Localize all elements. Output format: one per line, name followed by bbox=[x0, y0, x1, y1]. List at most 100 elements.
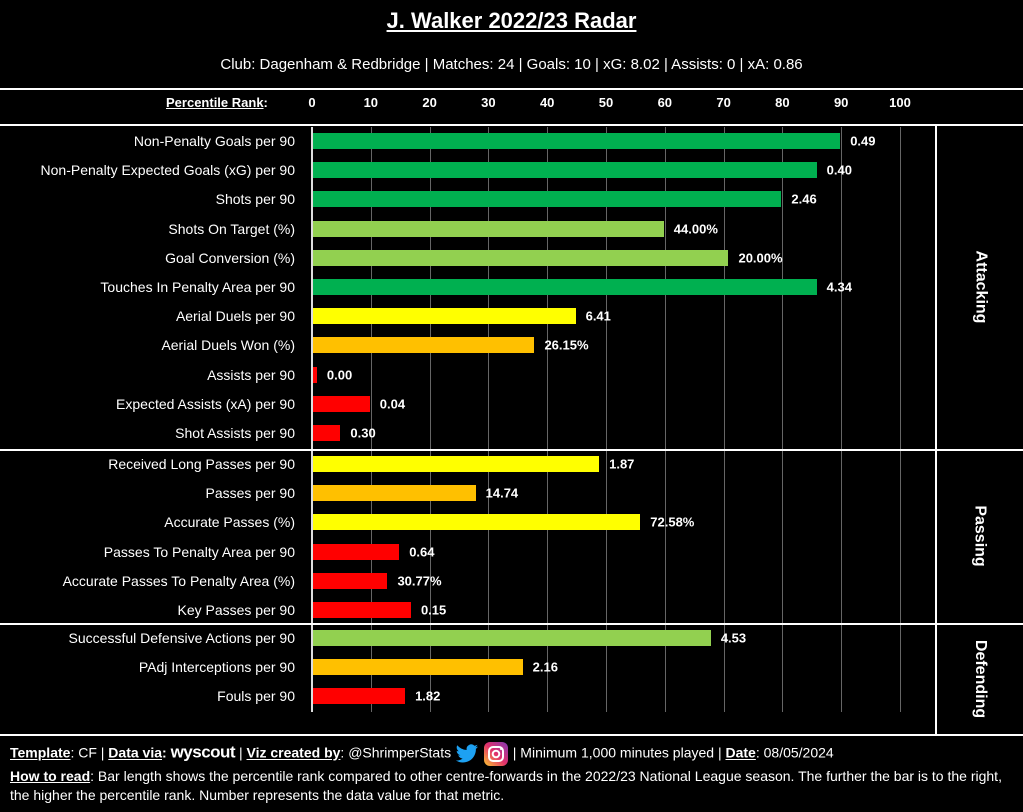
tick-label: 90 bbox=[833, 95, 849, 110]
chart-title: J. Walker 2022/23 Radar bbox=[386, 8, 637, 33]
section-name: Passing bbox=[971, 505, 989, 567]
divider bbox=[0, 124, 1023, 126]
metric-label: Touches In Penalty Area per 90 bbox=[100, 279, 295, 295]
percentile-bar bbox=[313, 337, 535, 354]
metric-label: Shot Assists per 90 bbox=[175, 425, 295, 441]
tick-label: 30 bbox=[481, 95, 496, 110]
tick-label: 10 bbox=[363, 95, 379, 110]
percentile-bar bbox=[313, 456, 600, 472]
gridline bbox=[841, 127, 843, 712]
metric-label: Passes To Penalty Area per 90 bbox=[103, 543, 295, 560]
data-label: 0.40 bbox=[826, 162, 852, 178]
metric-label: Received Long Passes per 90 bbox=[108, 456, 295, 472]
percentile-bar bbox=[313, 395, 370, 412]
metric-label: Passes per 90 bbox=[205, 485, 296, 502]
section-label: Defending bbox=[937, 623, 1023, 734]
metric-label: Expected Assists (xA) per 90 bbox=[116, 395, 295, 412]
date-label: Date bbox=[725, 744, 756, 761]
data-label: 30.77% bbox=[397, 573, 442, 589]
metric-label: Goal Conversion (%) bbox=[165, 249, 295, 266]
metric-label: Non-Penalty Goals per 90 bbox=[133, 133, 295, 149]
data-label: 6.41 bbox=[585, 308, 611, 324]
data-label: 0.30 bbox=[350, 425, 376, 441]
twitter-icon bbox=[455, 744, 478, 763]
percentile-bar bbox=[313, 249, 729, 266]
percentile-bar bbox=[313, 191, 782, 208]
data-label: 14.74 bbox=[485, 485, 519, 501]
metric-label: Shots On Target (%) bbox=[168, 220, 295, 237]
percentile-bar bbox=[313, 602, 411, 618]
gridline bbox=[429, 127, 431, 712]
instagram-icon bbox=[483, 742, 508, 766]
gridline bbox=[606, 127, 607, 712]
template-label: Template bbox=[10, 744, 71, 761]
gridline bbox=[664, 127, 666, 712]
metric-label: Aerial Duels Won (%) bbox=[161, 337, 295, 354]
data-label: Data via bbox=[108, 744, 162, 761]
percentile-bar bbox=[313, 630, 711, 646]
data-label: 0.04 bbox=[379, 396, 406, 412]
percentile-bar bbox=[313, 279, 817, 295]
how-to-read-text: : Bar length shows the percentile rank c… bbox=[10, 768, 1002, 803]
metric-label: Shots per 90 bbox=[215, 191, 295, 208]
metric-label: Fouls per 90 bbox=[217, 688, 295, 705]
percentile-bar bbox=[313, 366, 317, 383]
data-label: 44.00% bbox=[673, 221, 718, 237]
data-label: 4.53 bbox=[720, 630, 747, 646]
percentile-bar bbox=[313, 485, 476, 502]
wyscout-logo: wyscout bbox=[170, 742, 236, 762]
data-label: 1.87 bbox=[609, 456, 635, 472]
tick-label: 70 bbox=[716, 95, 731, 110]
chart-subtitle: Club: Dagenham & Redbridge | Matches: 24… bbox=[220, 56, 803, 73]
template-value: : CF | bbox=[70, 744, 109, 761]
how-to-read-label: How to read bbox=[10, 768, 91, 784]
tick-label: 20 bbox=[422, 95, 437, 110]
tick-label: 60 bbox=[657, 95, 673, 110]
metric-label: PAdj Interceptions per 90 bbox=[138, 659, 295, 676]
gridline bbox=[900, 127, 901, 712]
metric-label: Non-Penalty Expected Goals (xG) per 90 bbox=[40, 162, 295, 179]
date-value: : 08/05/2024 bbox=[755, 744, 834, 761]
metric-label: Accurate Passes To Penalty Area (%) bbox=[62, 572, 295, 589]
gridline bbox=[488, 127, 490, 712]
data-label: 4.34 bbox=[826, 279, 852, 295]
percentile-bar bbox=[313, 425, 341, 441]
divider bbox=[0, 88, 1023, 90]
tick-label: 50 bbox=[598, 95, 614, 110]
tick-label: 100 bbox=[889, 95, 911, 110]
x-axis-label: Percentile Rank: bbox=[166, 95, 268, 110]
percentile-bar bbox=[313, 133, 841, 149]
tick-label: 0 bbox=[308, 95, 316, 110]
percentile-bar bbox=[313, 688, 406, 705]
section-label: Passing bbox=[937, 449, 1023, 623]
gridline bbox=[782, 127, 784, 712]
percentile-bar bbox=[313, 162, 817, 179]
percentile-bar bbox=[313, 514, 641, 531]
metric-label: Key Passes per 90 bbox=[177, 602, 295, 618]
metric-label: Successful Defensive Actions per 90 bbox=[68, 630, 295, 646]
y-axis-line bbox=[311, 127, 313, 712]
metric-label: Assists per 90 bbox=[207, 366, 295, 383]
section-divider bbox=[0, 623, 1023, 625]
percentile-bar bbox=[313, 220, 664, 237]
section-name: Attacking bbox=[972, 250, 989, 324]
percentile-bar bbox=[313, 659, 523, 676]
percentile-bar bbox=[313, 543, 400, 560]
gridline bbox=[723, 127, 725, 712]
section-divider bbox=[0, 449, 1023, 451]
gridline bbox=[370, 127, 372, 712]
data-label: 0.64 bbox=[409, 544, 435, 560]
section-label: Attacking bbox=[937, 125, 1023, 449]
viz-label: Viz created by bbox=[246, 744, 341, 761]
data-label: 1.82 bbox=[415, 688, 441, 704]
metric-label: Aerial Duels per 90 bbox=[175, 308, 295, 325]
data-label: 2.16 bbox=[532, 659, 558, 675]
minimum-minutes: | Minimum 1,000 minutes played | bbox=[512, 744, 726, 761]
section-name: Defending bbox=[972, 639, 989, 718]
divider bbox=[0, 734, 1023, 736]
metric-label: Accurate Passes (%) bbox=[164, 514, 295, 531]
data-label: 20.00% bbox=[738, 250, 783, 266]
percentile-bar bbox=[313, 308, 576, 325]
tick-label: 80 bbox=[775, 95, 790, 110]
